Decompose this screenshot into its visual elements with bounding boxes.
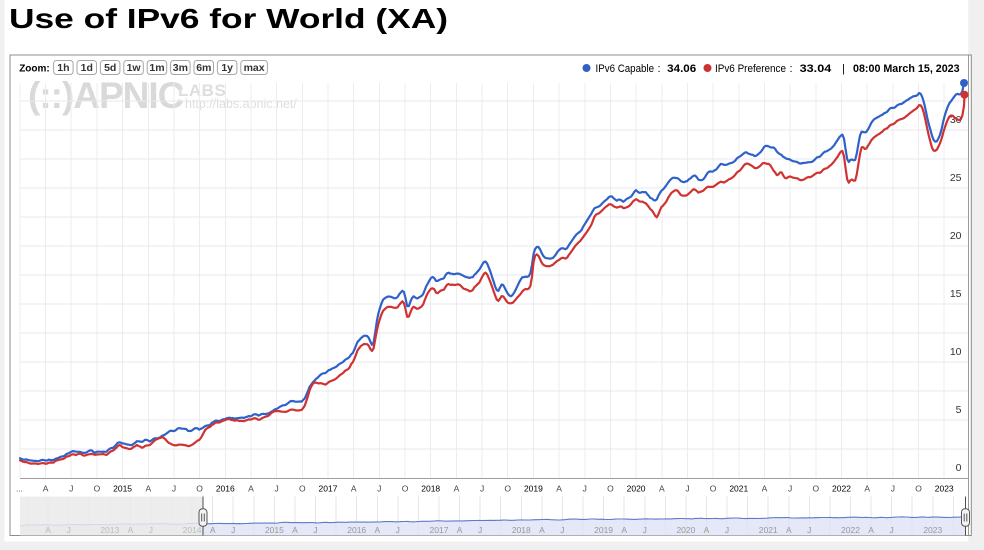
svg-text:1h: 1h: [57, 62, 69, 74]
svg-text:IPv6 Preference: IPv6 Preference: [715, 63, 786, 75]
svg-text:O: O: [915, 484, 922, 494]
svg-text:A: A: [210, 525, 216, 535]
svg-text:max: max: [244, 62, 265, 74]
svg-text:A: A: [43, 484, 49, 494]
svg-text:O: O: [402, 484, 409, 494]
svg-text:2016: 2016: [347, 525, 366, 535]
svg-text:2019: 2019: [524, 484, 543, 494]
svg-text:J: J: [480, 484, 484, 494]
svg-text:2018: 2018: [512, 525, 531, 535]
svg-text:1d: 1d: [81, 62, 93, 74]
svg-text:IPv6 Capable: IPv6 Capable: [596, 63, 655, 75]
svg-text:J: J: [889, 525, 893, 535]
svg-text:J: J: [172, 484, 176, 494]
svg-text:A: A: [292, 525, 298, 535]
svg-text:J: J: [583, 484, 587, 494]
svg-text:A: A: [45, 525, 51, 535]
svg-text:J: J: [377, 484, 381, 494]
svg-text:2022: 2022: [841, 525, 860, 535]
svg-text:2020: 2020: [676, 525, 695, 535]
svg-text:A: A: [868, 525, 874, 535]
svg-text:2023: 2023: [935, 484, 954, 494]
svg-text::: :: [658, 63, 661, 75]
svg-text:J: J: [891, 484, 895, 494]
svg-text:2021: 2021: [729, 484, 748, 494]
svg-text:O: O: [710, 484, 717, 494]
svg-text:J: J: [67, 525, 71, 535]
svg-text:A: A: [762, 484, 768, 494]
svg-text:J: J: [807, 525, 811, 535]
svg-text:34.06: 34.06: [667, 63, 696, 75]
svg-text:Use of IPv6 for World (XA): Use of IPv6 for World (XA): [9, 3, 448, 34]
svg-text:J: J: [231, 525, 235, 535]
svg-text:25: 25: [950, 172, 962, 184]
svg-text:2017: 2017: [430, 525, 449, 535]
svg-text:|: |: [842, 63, 845, 75]
svg-text:5d: 5d: [104, 62, 116, 74]
svg-text:A: A: [556, 484, 562, 494]
svg-text:A: A: [351, 484, 357, 494]
svg-text:A: A: [128, 525, 134, 535]
svg-text:LABS: LABS: [178, 81, 226, 100]
svg-text:2013: 2013: [100, 525, 119, 535]
svg-text:J: J: [149, 525, 153, 535]
svg-text:15: 15: [950, 288, 962, 300]
svg-text:A: A: [539, 525, 545, 535]
svg-text:A: A: [659, 484, 665, 494]
svg-text:6m: 6m: [196, 62, 211, 74]
svg-text:J: J: [274, 484, 278, 494]
svg-text:2017: 2017: [319, 484, 338, 494]
svg-text:A: A: [786, 525, 792, 535]
svg-text:J: J: [643, 525, 647, 535]
svg-text:O: O: [94, 484, 101, 494]
svg-text:O: O: [504, 484, 511, 494]
svg-text:A: A: [248, 484, 254, 494]
svg-text:J: J: [788, 484, 792, 494]
svg-text:...: ...: [16, 484, 23, 494]
svg-text:2014: 2014: [183, 525, 202, 535]
svg-text:O: O: [607, 484, 614, 494]
svg-text:A: A: [457, 525, 463, 535]
svg-text:Zoom:: Zoom:: [19, 63, 50, 74]
svg-text::: :: [790, 63, 793, 75]
svg-text:2023: 2023: [923, 525, 942, 535]
svg-text:10: 10: [950, 346, 962, 358]
svg-text:J: J: [685, 484, 689, 494]
svg-text:J: J: [478, 525, 482, 535]
svg-text:A: A: [704, 525, 710, 535]
svg-text:2015: 2015: [265, 525, 284, 535]
svg-text:33.04: 33.04: [800, 63, 833, 75]
svg-text:2021: 2021: [759, 525, 778, 535]
svg-text:O: O: [299, 484, 306, 494]
svg-text:08:00 March 15, 2023: 08:00 March 15, 2023: [853, 63, 960, 75]
svg-text:2015: 2015: [113, 484, 132, 494]
svg-text:1y: 1y: [221, 62, 233, 74]
svg-text:2022: 2022: [832, 484, 851, 494]
svg-text:A: A: [621, 525, 627, 535]
svg-text:5: 5: [956, 404, 962, 416]
svg-text:1w: 1w: [127, 62, 142, 74]
svg-text:A: A: [374, 525, 380, 535]
svg-text:2020: 2020: [627, 484, 646, 494]
svg-text:J: J: [725, 525, 729, 535]
svg-text:A: A: [454, 484, 460, 494]
svg-text:J: J: [396, 525, 400, 535]
svg-text:3m: 3m: [173, 62, 188, 74]
svg-text:http://labs.apnic.net/: http://labs.apnic.net/: [185, 97, 297, 111]
svg-text:20: 20: [950, 230, 962, 242]
svg-text:J: J: [313, 525, 317, 535]
svg-text:2016: 2016: [216, 484, 235, 494]
svg-text:O: O: [812, 484, 819, 494]
svg-text:1m: 1m: [149, 62, 164, 74]
svg-text:O: O: [196, 484, 203, 494]
svg-text:2018: 2018: [421, 484, 440, 494]
svg-text:0: 0: [956, 462, 962, 474]
svg-text:30: 30: [950, 114, 962, 126]
svg-text:A: A: [864, 484, 870, 494]
svg-text:J: J: [560, 525, 564, 535]
svg-text:(::)APNIC: (::)APNIC: [28, 75, 184, 116]
svg-text:2019: 2019: [594, 525, 613, 535]
svg-text:A: A: [145, 484, 151, 494]
svg-text:J: J: [69, 484, 73, 494]
